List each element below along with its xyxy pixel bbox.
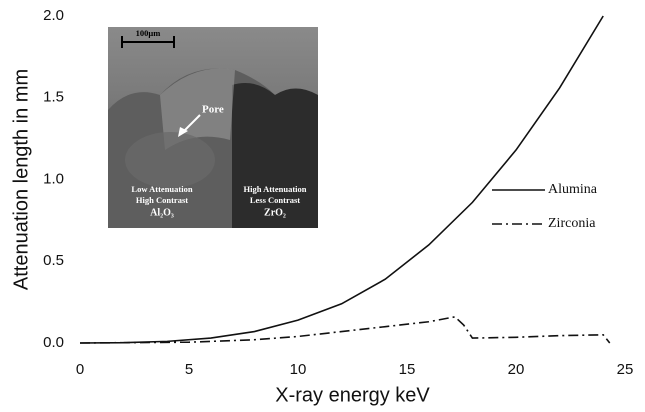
- y-tick-label: 2.0: [43, 7, 64, 24]
- series-line: [79, 15, 604, 344]
- x-tick-label: 20: [508, 361, 525, 378]
- x-tick-label: 15: [399, 361, 416, 378]
- inset-label: Less Contrast: [250, 195, 300, 205]
- y-tick-label: 0.0: [43, 334, 64, 351]
- inset-label: Al₂O₃: [150, 207, 174, 218]
- x-tick-label: 10: [290, 361, 307, 378]
- y-tick-label: 0.5: [43, 252, 64, 269]
- inset-label: ZrO₂: [264, 207, 286, 218]
- legend-label: Alumina: [548, 182, 598, 197]
- inset-label: High Contrast: [136, 195, 188, 205]
- x-tick-label: 0: [76, 361, 84, 378]
- y-tick-label: 1.5: [43, 89, 64, 106]
- x-tick-label: 25: [617, 361, 634, 378]
- inset-scale-label: 100μm: [136, 28, 161, 38]
- y-axis-title: Attenuation length in mm: [10, 69, 32, 290]
- inset-label: High Attenuation: [243, 184, 306, 194]
- inset-image: [108, 27, 318, 228]
- inset-label: Low Attenuation: [131, 184, 192, 194]
- x-tick-label: 5: [185, 361, 193, 378]
- legend-label: Zirconia: [548, 216, 596, 231]
- series-line: [79, 315, 611, 344]
- x-axis-title: X-ray energy keV: [275, 384, 430, 406]
- y-tick-label: 1.0: [43, 170, 64, 187]
- inset-pore-label: Pore: [202, 104, 224, 116]
